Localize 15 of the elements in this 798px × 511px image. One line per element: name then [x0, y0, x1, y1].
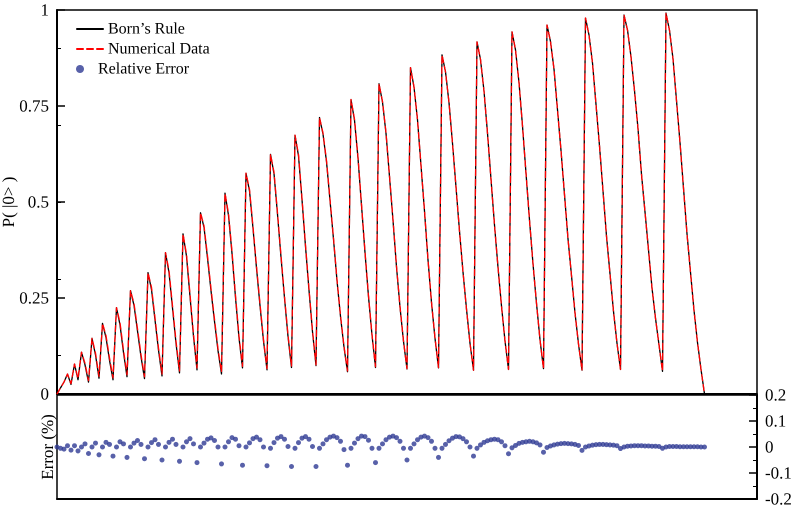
- y-tick-label: 0.5: [28, 192, 49, 212]
- y-tick-label: 0.75: [19, 96, 49, 116]
- y-tick-label: 1: [40, 0, 49, 20]
- y-tick-label: 0.25: [19, 288, 49, 308]
- legend-label: Numerical Data: [108, 40, 210, 58]
- y-axis-title: Error (%): [38, 414, 57, 480]
- legend-label: Born’s Rule: [108, 20, 185, 38]
- y-tick-label: -0.1: [765, 464, 792, 482]
- y-tick-label: 0.1: [765, 412, 786, 430]
- legend-label: Relative Error: [98, 60, 190, 78]
- y-tick-label: 0.2: [765, 386, 786, 404]
- y-axis-title: P( |0> ): [0, 176, 18, 228]
- y-tick-label: -0.2: [765, 490, 792, 508]
- y-tick-label: 0: [765, 438, 774, 456]
- y-tick-label: 0: [40, 384, 49, 404]
